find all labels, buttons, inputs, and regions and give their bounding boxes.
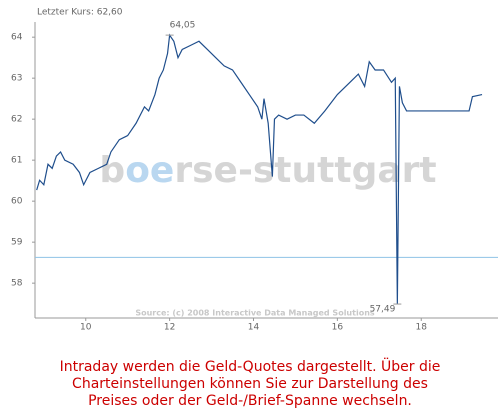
watermark: boerse-stuttgart bbox=[99, 150, 436, 191]
watermark-part: rse-stuttgart bbox=[174, 150, 436, 191]
annotation-label: 64,05 bbox=[170, 21, 196, 31]
y-tick-label: 61 bbox=[11, 156, 22, 166]
y-tick-label: 62 bbox=[11, 115, 22, 125]
y-tick-label: 60 bbox=[11, 197, 23, 207]
x-tick-label: 10 bbox=[80, 323, 92, 333]
price-line bbox=[36, 33, 483, 305]
caption-line: Intraday werden die Geld-Quotes dargeste… bbox=[60, 357, 441, 375]
y-tick-label: 63 bbox=[11, 74, 22, 84]
watermark-part: oe bbox=[125, 150, 174, 191]
x-tick-label: 18 bbox=[416, 323, 428, 333]
source: Source: (c) 2008 Interactive Data Manage… bbox=[135, 309, 375, 318]
x-tick-label: 14 bbox=[248, 323, 260, 333]
caption-line: Charteinstellungen können Sie zur Darste… bbox=[72, 376, 428, 392]
y-tick-label: 64 bbox=[11, 33, 23, 43]
y-tick-label: 59 bbox=[11, 238, 23, 248]
x-tick-label: 12 bbox=[164, 323, 175, 333]
annotation-label: 57,49 bbox=[370, 305, 396, 315]
x-tick-label: 16 bbox=[332, 323, 344, 333]
caption-line: Preises oder der Geld-/Brief-Spanne wech… bbox=[88, 393, 412, 409]
chart-title: Letzter Kurs: 62,60 bbox=[37, 8, 123, 18]
watermark-part: b bbox=[99, 150, 125, 191]
y-tick-label: 58 bbox=[11, 279, 23, 289]
